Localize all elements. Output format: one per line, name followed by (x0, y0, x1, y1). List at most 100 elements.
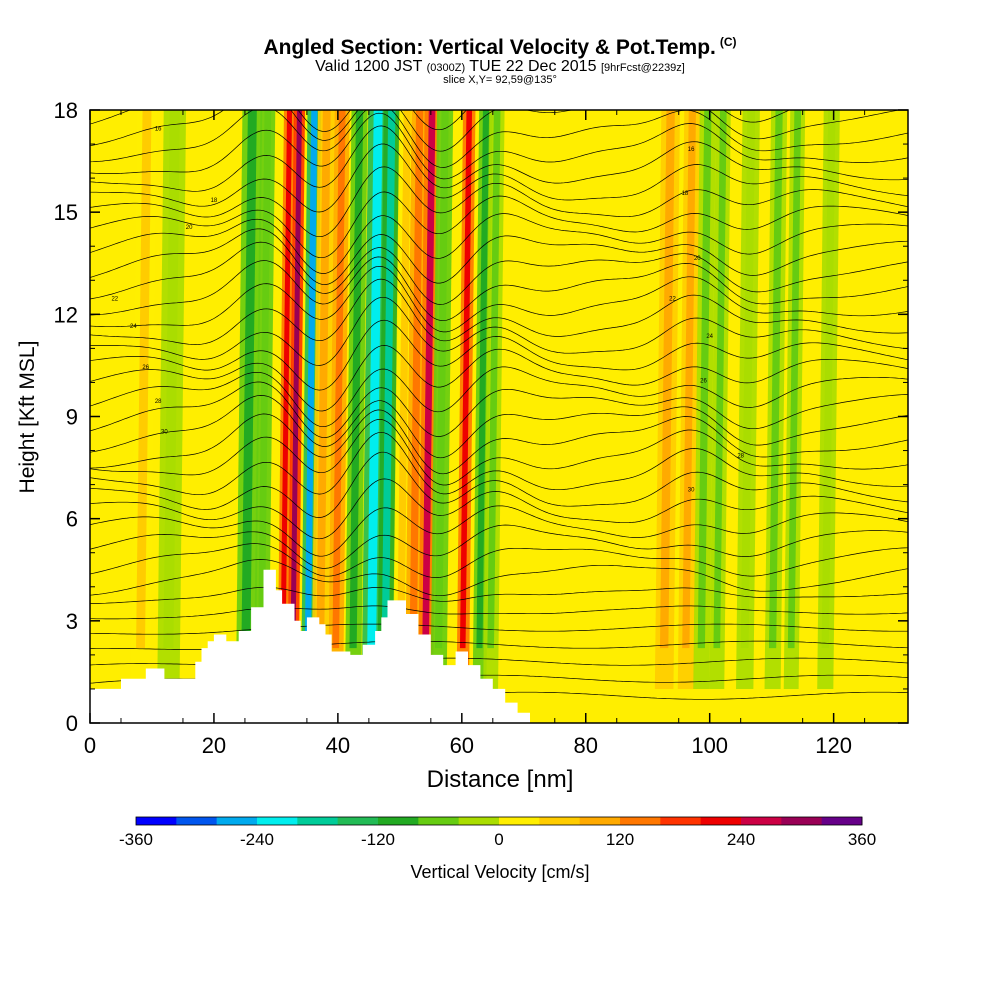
theta-contour (90, 451, 908, 518)
theta-contour (90, 228, 908, 285)
contour-label: 16 (155, 126, 162, 132)
theta-contour (90, 419, 908, 486)
x-axis-label: Distance [nm] (426, 766, 574, 793)
colorbar-swatch (136, 817, 177, 825)
theta-contour (90, 241, 908, 305)
contour-label: 22 (111, 297, 118, 303)
colorbar-swatch (781, 817, 823, 825)
colorbar-label: Vertical Velocity [cm/s] (410, 862, 590, 882)
contour-label: 28 (737, 453, 744, 459)
theta-contour (90, 478, 908, 540)
x-tick-label: 80 (574, 733, 598, 758)
title-main-suffix: (C) (719, 35, 737, 49)
colorbar-tick-label: -360 (119, 830, 153, 849)
velocity-band-core (459, 110, 473, 649)
x-tick-label: 120 (815, 733, 852, 758)
y-tick-label: 6 (66, 507, 78, 532)
contour-label: 22 (669, 297, 676, 303)
velocity-band-core (768, 110, 783, 649)
colorbar-tick-label: 120 (606, 830, 634, 849)
colorbar-swatch (821, 817, 863, 825)
colorbar-swatch (176, 817, 218, 825)
y-axis-label: Height [Kft MSL] (16, 340, 39, 494)
colorbar-frame (135, 816, 863, 826)
contour-label: 30 (161, 430, 168, 436)
colorbar-swatch (741, 817, 782, 825)
theta-contour (90, 431, 908, 496)
velocity-band-core (136, 110, 152, 649)
theta-contour (90, 543, 908, 578)
theta-contour (90, 112, 908, 180)
slice-label: slice X,Y= 92,59@135° (443, 74, 557, 86)
contour-label: 16 (688, 147, 695, 153)
theta-contour (90, 586, 908, 604)
terrain-profile (90, 569, 530, 723)
theta-contour (90, 395, 908, 459)
y-tick-label: 0 (66, 711, 78, 736)
x-tick-label: 0 (84, 733, 96, 758)
velocity-band-core (290, 110, 302, 649)
velocity-band-core (304, 110, 318, 649)
contour-label: 24 (130, 324, 137, 330)
velocity-band-core (381, 110, 396, 649)
velocity-band-core (241, 110, 257, 649)
velocity-band-core (434, 110, 449, 649)
theta-contour (90, 409, 908, 475)
valid-prefix: Valid 1200 JST (315, 58, 423, 75)
title-main: Angled Section: Vertical Velocity & Pot.… (263, 36, 716, 59)
y-tick-label: 15 (54, 200, 78, 225)
valid-fcst: [9hrFcst@2239z] (600, 62, 685, 74)
colorbar-swatch (216, 817, 258, 825)
colorbar-swatch (539, 817, 581, 825)
contour-label: 18 (682, 191, 689, 197)
chart-subtitle: Valid 1200 JST (0300Z) TUE 22 Dec 2015 [… (0, 59, 1000, 75)
theta-contour (90, 278, 908, 345)
colorbar-swatch (378, 817, 419, 825)
velocity-band-core (316, 110, 331, 649)
velocity-band-core (349, 110, 364, 649)
theta-contour (90, 605, 908, 620)
theta-contour (90, 125, 908, 192)
theta-contour (90, 505, 908, 557)
theta-contour (90, 191, 908, 259)
contour-label: 30 (688, 487, 695, 493)
velocity-band-core (787, 110, 802, 649)
theta-contour (90, 256, 908, 322)
y-tick-label: 9 (66, 405, 78, 430)
colorbar-swatch (620, 817, 661, 825)
contour-label: 18 (211, 198, 218, 204)
y-tick-label: 12 (54, 302, 78, 327)
theta-contour (90, 319, 908, 391)
contour-label: 24 (706, 334, 713, 340)
x-tick-label: 60 (450, 733, 474, 758)
theta-contour (90, 381, 908, 438)
contour-label: 26 (142, 365, 149, 371)
velocity-band-core (697, 110, 712, 649)
theta-contour (90, 110, 908, 168)
colorbar-swatch (297, 817, 339, 825)
velocity-band-core (332, 110, 346, 649)
velocity-band-core (409, 110, 424, 649)
x-tick-label: 40 (326, 733, 350, 758)
theta-contour (90, 213, 908, 274)
colorbar-swatch (458, 817, 500, 825)
theta-contour (90, 166, 908, 238)
colorbar-swatch (418, 817, 460, 825)
theta-contour (90, 345, 908, 412)
colorbar-swatch (499, 817, 540, 825)
valid-date: TUE 22 Dec 2015 (469, 58, 597, 75)
colorbar-swatch (700, 817, 742, 825)
colorbar-swatch (257, 817, 298, 825)
y-tick-label: 3 (66, 609, 78, 634)
velocity-band-core (476, 110, 490, 649)
colorbar-swatch (579, 817, 621, 825)
contour-label: 20 (694, 256, 701, 262)
velocity-band-core (659, 110, 675, 649)
valid-zulu: (0300Z) (426, 62, 466, 74)
y-tick-label: 18 (54, 98, 78, 123)
colorbar-tick-label: 360 (848, 830, 876, 849)
velocity-band-core (280, 110, 293, 649)
velocity-band-core (682, 110, 696, 649)
colorbar-tick-label: -120 (361, 830, 395, 849)
